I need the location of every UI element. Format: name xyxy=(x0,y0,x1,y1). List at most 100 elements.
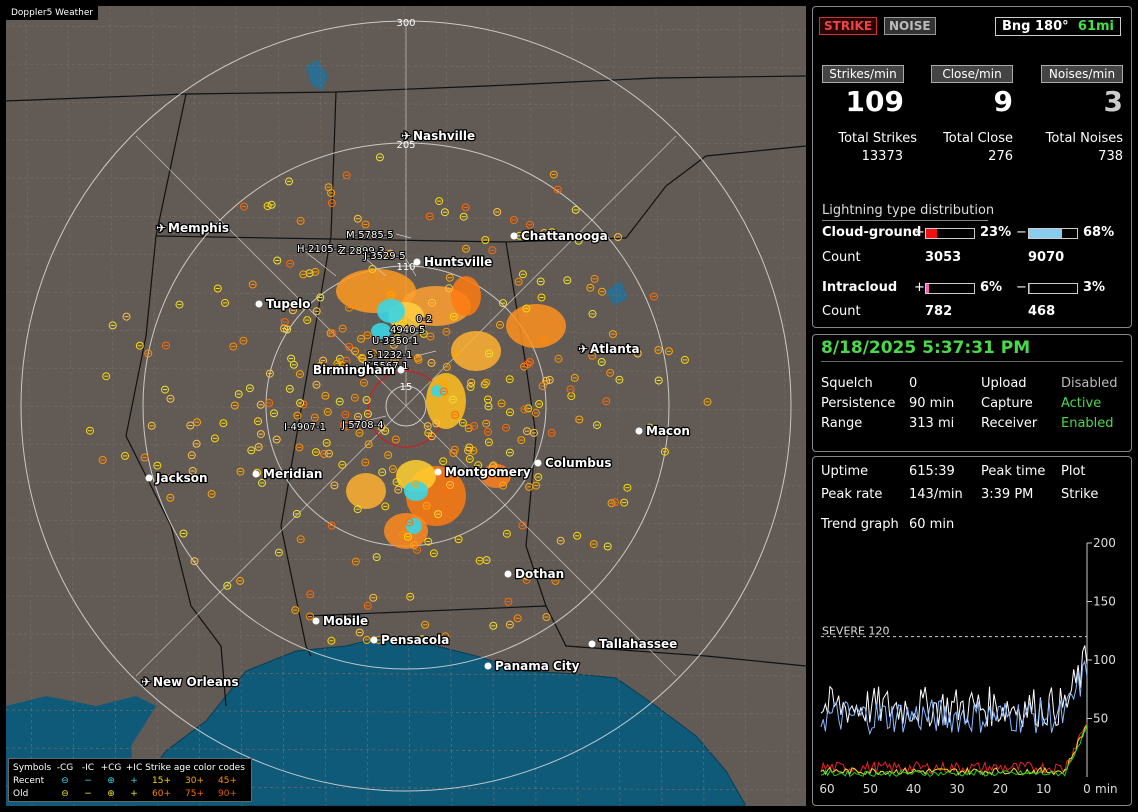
cg-minus-count: 9070 xyxy=(1028,250,1065,265)
city-markers: ✈ Nashville✈ MemphisChattanoogaHuntsvilleT… xyxy=(140,128,691,691)
trend-y-ticks: 200 150 100 50 xyxy=(1087,537,1116,726)
track-label: Z-2899-3 xyxy=(339,246,385,257)
bearing-value: Bng 180° xyxy=(1002,19,1069,34)
city-dot-icon xyxy=(312,617,320,625)
cg-plus-bar-fill xyxy=(926,229,938,238)
city-dot-icon xyxy=(255,300,263,308)
cg-minus-bar-fill xyxy=(1029,229,1062,238)
receiver-value[interactable]: Enabled xyxy=(1061,416,1114,431)
city-label: Memphis xyxy=(168,221,229,235)
settings-divider xyxy=(821,361,1123,362)
ring-label-15: 15 xyxy=(400,382,413,393)
lake xyxy=(306,60,328,91)
city-label: Chattanooga xyxy=(521,229,608,243)
legend-header: -IC xyxy=(81,762,95,773)
city-mobile: Mobile xyxy=(312,613,369,629)
track-label: M-5785-5 xyxy=(346,230,394,241)
city-label: Macon xyxy=(646,424,690,438)
city-meridian: Meridian xyxy=(252,466,324,482)
city-dot-icon xyxy=(434,468,442,476)
squelch-value[interactable]: 0 xyxy=(909,376,918,391)
city-dot-icon xyxy=(370,636,378,644)
trend-y-tick: 100 xyxy=(1093,653,1116,667)
track-label: S-1232-1 xyxy=(367,350,412,361)
ring-label-110: 110 xyxy=(396,262,415,273)
noises-per-min-value: 3 xyxy=(1103,85,1123,118)
total-strikes-label: Total Strikes xyxy=(838,131,917,146)
legend-header: +IC xyxy=(125,762,143,773)
lightning-map[interactable]: 300 205 110 15 M-5785-5 H-2105-2 Z-2899-… xyxy=(6,6,806,806)
age-90: 90+ xyxy=(218,788,237,799)
city-atlanta: ✈ Atlanta xyxy=(577,341,641,358)
track-label: I-4907-1 xyxy=(284,422,326,433)
trend-y-tick: 150 xyxy=(1093,595,1116,609)
storm-track-lines xyxy=(305,233,437,427)
plot-value[interactable]: Strike xyxy=(1061,487,1099,502)
legend-header: +CG xyxy=(100,762,122,773)
trend-panel: Uptime 615:39 Peak time Plot Peak rate 1… xyxy=(812,456,1132,806)
airport-icon: ✈ xyxy=(401,129,411,143)
city-label: Nashville xyxy=(413,129,475,143)
receiver-label: Receiver xyxy=(981,416,1038,431)
peak-time-value: 3:39 PM xyxy=(981,487,1034,502)
symbol-legend: Symbols -CG -IC +CG +IC Strike age color… xyxy=(8,758,252,802)
city-huntsville: Huntsville xyxy=(413,254,494,270)
trend-x-tick: 20 xyxy=(993,782,1008,796)
capture-value[interactable]: Active xyxy=(1061,396,1102,411)
total-close-label: Total Close xyxy=(943,131,1013,146)
current-datetime: 8/18/2025 5:37:31 PM xyxy=(821,338,1031,358)
minus-cg-ring-icon: ⊖ xyxy=(61,788,69,799)
minus-ic-icon: − xyxy=(84,788,92,799)
range-value[interactable]: 313 mi xyxy=(909,416,955,431)
city-dot-icon xyxy=(252,470,260,478)
cg-count-label: Count xyxy=(822,250,861,265)
cg-plus-percent: 23% xyxy=(980,225,1012,240)
city-label: Atlanta xyxy=(590,342,640,356)
track-label: J-5708-4 xyxy=(341,420,384,431)
city-label: Dothan xyxy=(515,567,564,581)
trend-x-tick: 10 xyxy=(1036,782,1051,796)
age-15: 15+ xyxy=(152,775,171,786)
legend-header: Symbols xyxy=(13,762,52,773)
track-label: 0-2 xyxy=(416,314,432,325)
strike-button[interactable]: STRIKE xyxy=(819,17,878,35)
age-30: 30+ xyxy=(185,775,204,786)
upload-value[interactable]: Disabled xyxy=(1061,376,1118,391)
persistence-label: Persistence xyxy=(821,396,896,411)
noises-per-min-button[interactable]: Noises/min xyxy=(1041,65,1123,83)
strike-stats-panel: STRIKE NOISE Bng 180° 61mi Strikes/min C… xyxy=(812,6,1132,328)
plus-sign: + xyxy=(914,280,925,295)
cloud-ground-label: Cloud-ground xyxy=(822,225,922,240)
trend-graph-label: Trend graph xyxy=(821,517,899,532)
strike-markers xyxy=(86,153,712,645)
city-montgomery: Montgomery xyxy=(434,464,532,480)
cg-minus-bar xyxy=(1028,228,1078,239)
strikes-per-min-button[interactable]: Strikes/min xyxy=(822,65,904,83)
trend-y-tick: 50 xyxy=(1093,712,1108,726)
bearing-readout: Bng 180° 61mi xyxy=(995,17,1121,36)
plus-cg-ring-icon: ⊕ xyxy=(107,788,115,799)
map-canvas[interactable]: 300 205 110 15 M-5785-5 H-2105-2 Z-2899-… xyxy=(6,6,806,806)
trend-x-tick: 60 xyxy=(819,782,834,796)
trend-graph-value[interactable]: 60 min xyxy=(909,517,955,532)
track-label: U-3350-1 xyxy=(372,336,418,347)
city-dot-icon xyxy=(510,232,518,240)
track-label: J-3529-5 xyxy=(363,251,406,262)
persistence-value[interactable]: 90 min xyxy=(909,396,955,411)
city-tupelo: Tupelo xyxy=(255,296,312,312)
city-label: Montgomery xyxy=(445,465,531,479)
legend-row-label: Old xyxy=(13,788,29,799)
airport-icon: ✈ xyxy=(141,675,151,689)
trend-x-ticks: 60 50 40 30 20 10 0 min xyxy=(819,782,1117,796)
city-chattanooga: Chattanooga xyxy=(510,228,609,244)
close-per-min-value: 9 xyxy=(993,85,1013,118)
close-per-min-button[interactable]: Close/min xyxy=(931,65,1013,83)
cg-plus-count: 3053 xyxy=(925,250,962,265)
noise-button[interactable]: NOISE xyxy=(884,17,936,35)
city-macon: Macon xyxy=(635,423,691,439)
ic-count-label: Count xyxy=(822,304,861,319)
minus-ic-icon: − xyxy=(84,775,92,786)
legend-header: -CG xyxy=(56,762,74,773)
city-label: Huntsville xyxy=(424,255,492,269)
distribution-divider xyxy=(822,220,988,221)
